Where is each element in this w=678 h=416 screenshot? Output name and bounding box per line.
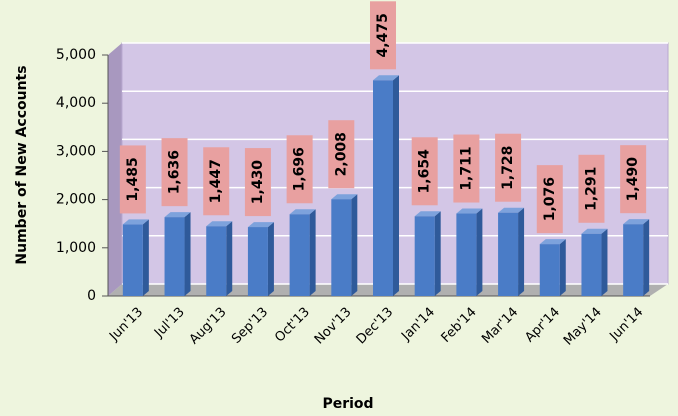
bar-top (289, 209, 316, 215)
value-label: 1,291 (583, 167, 599, 211)
y-tick-label: 0 (87, 288, 96, 304)
bar-side (476, 208, 483, 296)
bar-side (643, 219, 650, 296)
bar-top (122, 219, 149, 225)
bar (414, 216, 435, 296)
bar (289, 214, 310, 296)
value-label-box (411, 137, 438, 206)
y-tick-label: 5,000 (56, 47, 96, 63)
bar-side (601, 228, 608, 296)
bar-side (351, 194, 358, 296)
bar-top (164, 212, 191, 218)
value-label: 4,475 (375, 13, 391, 57)
bar-side (518, 207, 525, 296)
x-axis-title: Period (322, 396, 373, 412)
bar (623, 224, 644, 296)
value-label-box (286, 135, 313, 204)
bar (581, 233, 602, 296)
bar-top (414, 211, 441, 217)
bar-side (393, 75, 399, 297)
bar-top (623, 219, 650, 225)
bar-side (267, 222, 274, 296)
bar (373, 80, 393, 297)
y-tick-label: 1,000 (56, 240, 96, 256)
value-label: 1,076 (542, 177, 558, 221)
value-label: 1,485 (125, 157, 141, 201)
bar-top (373, 75, 399, 81)
bar-side (309, 209, 316, 296)
value-label-box (536, 165, 563, 234)
value-label-box (578, 154, 605, 223)
value-label-box (161, 138, 188, 207)
y-tick-label: 2,000 (56, 192, 96, 208)
bar (122, 224, 143, 296)
bar-side (434, 211, 441, 296)
bar (331, 199, 352, 296)
y-tick-label: 4,000 (56, 95, 96, 111)
bar (206, 226, 227, 296)
y-tick-label: 3,000 (56, 143, 96, 159)
bar-top (247, 222, 274, 228)
bar (539, 244, 560, 296)
y-axis-title: Number of New Accounts (14, 65, 30, 264)
bar (247, 227, 268, 296)
value-label: 1,636 (167, 150, 183, 194)
side-wall (108, 43, 122, 296)
bar-top (206, 221, 233, 227)
value-label: 2,008 (333, 132, 349, 176)
bar-side (142, 219, 149, 296)
value-label: 1,696 (292, 147, 308, 191)
bar-top (581, 228, 608, 234)
bar-top (498, 207, 525, 213)
value-label: 1,430 (250, 160, 266, 205)
value-label-box (328, 120, 355, 189)
value-label-box (244, 148, 271, 217)
value-label-box (453, 134, 480, 203)
bar-side (226, 221, 233, 296)
value-label-box (495, 133, 522, 202)
bar (164, 217, 185, 296)
value-label: 1,711 (458, 146, 474, 190)
bar-top (331, 194, 358, 200)
value-label-box (620, 145, 647, 214)
bar-top (539, 239, 566, 245)
value-label-box (203, 147, 230, 216)
value-label-box (119, 145, 146, 214)
bar (498, 212, 519, 296)
bar-side (184, 212, 191, 296)
bar-side (559, 239, 566, 296)
bar-top (456, 208, 483, 214)
value-label: 1,447 (208, 159, 224, 203)
value-label: 1,728 (500, 146, 516, 190)
bar (456, 213, 477, 296)
value-label: 1,654 (417, 149, 433, 194)
value-label: 1,490 (625, 157, 641, 202)
value-label-box (370, 1, 396, 70)
